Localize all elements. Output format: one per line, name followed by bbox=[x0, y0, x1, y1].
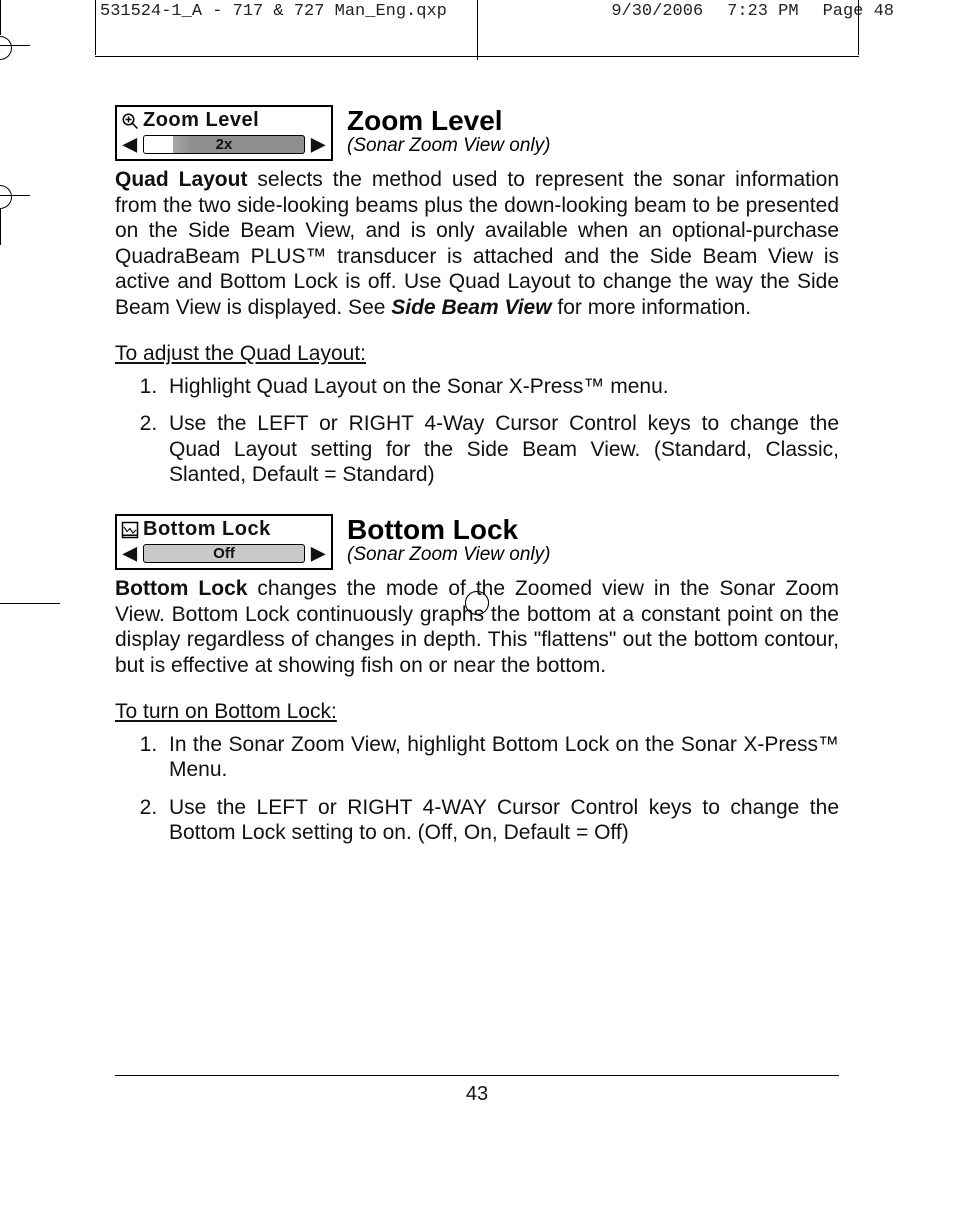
page-content: Zoom Level ◀ 2x ▶ Zoom Level (Sonar Zoom… bbox=[115, 95, 839, 1066]
bottom-lock-subtitle: (Sonar Zoom View only) bbox=[347, 544, 550, 566]
registration-mark-left bbox=[0, 60, 60, 120]
arrow-left-icon: ◀ bbox=[123, 134, 137, 155]
bottom-lock-widget: Bottom Lock ◀ Off ▶ bbox=[115, 514, 333, 570]
registration-mark-top bbox=[0, 0, 30, 60]
trim-mark bbox=[858, 0, 859, 55]
footer-rule bbox=[115, 1075, 839, 1076]
bottom-lock-heading: Bottom Lock bbox=[347, 514, 550, 546]
quad-layout-lead: Quad Layout bbox=[115, 168, 247, 191]
trim-mark bbox=[95, 0, 96, 55]
header-time: 7:23 PM bbox=[727, 2, 798, 21]
page-number: 43 bbox=[0, 1083, 954, 1106]
prepress-header: 531524-1_A - 717 & 727 Man_Eng.qxp 9/30/… bbox=[100, 2, 894, 21]
adjust-quad-layout-heading: To adjust the Quad Layout: bbox=[115, 342, 839, 366]
turn-on-bottom-lock-heading: To turn on Bottom Lock: bbox=[115, 700, 839, 724]
zoom-level-subtitle: (Sonar Zoom View only) bbox=[347, 135, 550, 157]
bottom-lock-track: Off bbox=[143, 544, 305, 563]
zoom-icon bbox=[121, 112, 139, 130]
bottom-lock-lead: Bottom Lock bbox=[115, 577, 247, 600]
bottom-lock-paragraph: Bottom Lock changes the mode of the Zoom… bbox=[115, 576, 839, 678]
registration-mark-right bbox=[0, 120, 60, 180]
turn-on-bottom-lock-steps: In the Sonar Zoom View, highlight Bottom… bbox=[115, 732, 839, 846]
zoom-level-heading: Zoom Level bbox=[347, 105, 550, 137]
arrow-left-icon: ◀ bbox=[123, 543, 137, 564]
bottom-lock-widget-title: Bottom Lock bbox=[143, 518, 271, 541]
zoom-level-value: 2x bbox=[216, 136, 233, 153]
bottom-lock-icon bbox=[121, 521, 139, 539]
zoom-level-track: 2x bbox=[143, 135, 305, 154]
arrow-right-icon: ▶ bbox=[311, 543, 325, 564]
adjust-quad-layout-steps: Highlight Quad Layout on the Sonar X-Pre… bbox=[115, 374, 839, 488]
list-item: Highlight Quad Layout on the Sonar X-Pre… bbox=[163, 374, 839, 400]
registration-mark-bottom bbox=[0, 180, 30, 240]
list-item: Use the LEFT or RIGHT 4-Way Cursor Contr… bbox=[163, 411, 839, 488]
list-item: Use the LEFT or RIGHT 4-WAY Cursor Contr… bbox=[163, 795, 839, 846]
quad-layout-paragraph: Quad Layout selects the method used to r… bbox=[115, 167, 839, 321]
arrow-right-icon: ▶ bbox=[311, 134, 325, 155]
header-date: 9/30/2006 bbox=[611, 2, 703, 21]
zoom-level-widget: Zoom Level ◀ 2x ▶ bbox=[115, 105, 333, 161]
zoom-level-widget-title: Zoom Level bbox=[143, 109, 259, 132]
bottom-lock-value: Off bbox=[213, 545, 235, 562]
list-item: In the Sonar Zoom View, highlight Bottom… bbox=[163, 732, 839, 783]
header-filename: 531524-1_A - 717 & 727 Man_Eng.qxp bbox=[100, 2, 447, 21]
